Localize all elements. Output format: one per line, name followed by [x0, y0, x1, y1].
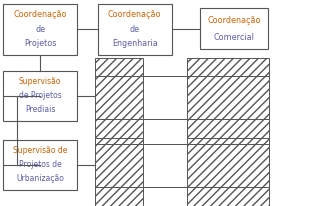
Text: Coordenação: Coordenação: [108, 11, 161, 19]
Bar: [3, 140, 77, 190]
Bar: [187, 58, 269, 76]
Bar: [187, 138, 269, 144]
Text: Coordenação: Coordenação: [207, 16, 261, 25]
Bar: [94, 58, 143, 76]
Text: Projetos: Projetos: [24, 39, 56, 48]
Text: Coordenação: Coordenação: [14, 11, 67, 19]
Bar: [94, 187, 143, 206]
Bar: [143, 144, 187, 187]
Bar: [3, 4, 77, 55]
Bar: [94, 144, 269, 187]
Text: Projetos de: Projetos de: [19, 160, 61, 169]
Bar: [200, 8, 268, 49]
Text: Urbanização: Urbanização: [16, 174, 64, 183]
Bar: [94, 119, 143, 138]
Text: Comercial: Comercial: [214, 33, 254, 42]
Text: Supervisão: Supervisão: [19, 77, 61, 86]
Bar: [94, 76, 269, 119]
Text: Supervisão de: Supervisão de: [13, 146, 67, 155]
Bar: [187, 119, 269, 138]
Bar: [3, 71, 77, 121]
Text: de: de: [35, 25, 45, 34]
Text: Prediais: Prediais: [25, 105, 55, 114]
Bar: [94, 138, 143, 144]
Bar: [143, 76, 187, 119]
Text: de: de: [129, 25, 140, 34]
Text: Engenharia: Engenharia: [112, 39, 158, 48]
Bar: [98, 4, 172, 55]
Text: de Projetos: de Projetos: [19, 91, 61, 100]
Bar: [187, 187, 269, 206]
